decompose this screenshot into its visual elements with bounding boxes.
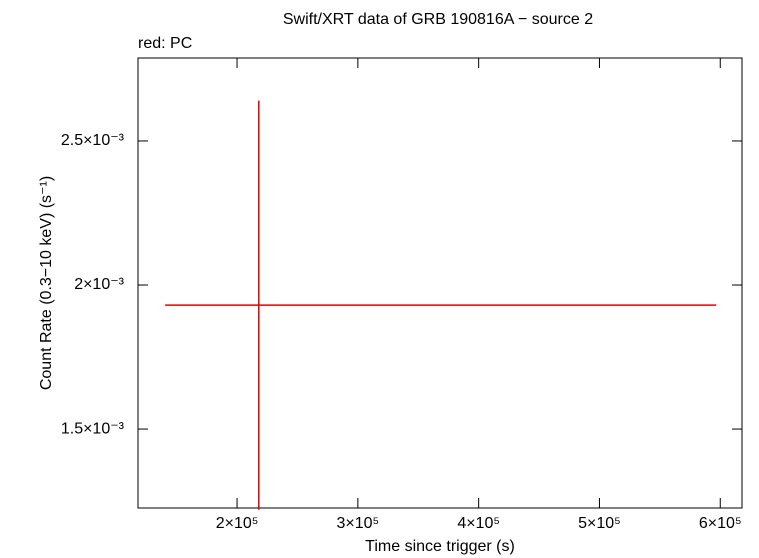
y-tick-label: 2.5×10⁻³: [61, 132, 125, 149]
x-tick-label: 4×10⁵: [457, 515, 500, 532]
y-axis-label: Count Rate (0.3−10 keV) (s⁻¹): [38, 176, 55, 390]
y-tick-label: 1.5×10⁻³: [61, 420, 125, 437]
chart-subtitle: red: PC: [138, 35, 192, 52]
x-tick-label: 5×10⁵: [578, 515, 621, 532]
x-tick-label: 3×10⁵: [337, 515, 380, 532]
x-axis-label: Time since trigger (s): [365, 538, 515, 555]
x-tick-label: 6×10⁵: [699, 515, 742, 532]
y-tick-label: 2×10⁻³: [74, 276, 124, 293]
plot-frame: [137, 57, 743, 509]
chart-title: Swift/XRT data of GRB 190816A − source 2: [283, 11, 593, 28]
x-tick-label: 2×10⁵: [216, 515, 259, 532]
